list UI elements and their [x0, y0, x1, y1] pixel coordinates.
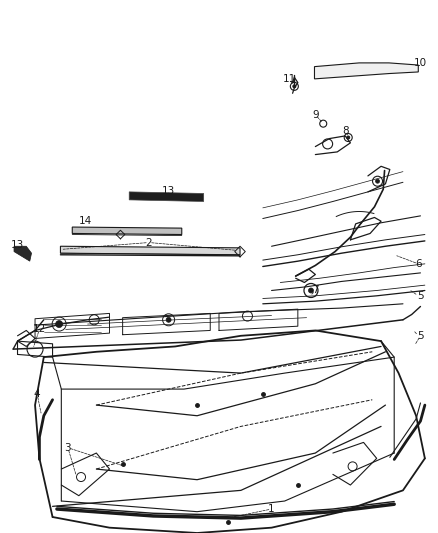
- Text: 11: 11: [283, 74, 296, 84]
- Text: 7: 7: [312, 286, 319, 295]
- Polygon shape: [314, 63, 418, 79]
- Polygon shape: [14, 246, 32, 261]
- Circle shape: [375, 179, 380, 183]
- Text: 9: 9: [312, 110, 319, 119]
- Text: 12: 12: [33, 325, 46, 334]
- Polygon shape: [129, 192, 204, 201]
- Text: 8: 8: [343, 126, 350, 135]
- Circle shape: [308, 288, 314, 293]
- Text: 4: 4: [34, 390, 41, 399]
- Text: 5: 5: [417, 291, 424, 301]
- Circle shape: [347, 136, 350, 139]
- Text: 2: 2: [145, 238, 152, 247]
- Text: 13: 13: [11, 240, 24, 250]
- Circle shape: [56, 320, 63, 328]
- Text: 13: 13: [162, 186, 175, 196]
- Text: 3: 3: [64, 443, 71, 453]
- Circle shape: [166, 317, 171, 322]
- Polygon shape: [60, 246, 240, 255]
- Text: 5: 5: [417, 331, 424, 341]
- Circle shape: [293, 85, 296, 88]
- Polygon shape: [72, 227, 182, 235]
- Text: 14: 14: [79, 216, 92, 226]
- Text: 6: 6: [415, 259, 422, 269]
- Text: 10: 10: [414, 58, 427, 68]
- Text: 1: 1: [268, 504, 275, 514]
